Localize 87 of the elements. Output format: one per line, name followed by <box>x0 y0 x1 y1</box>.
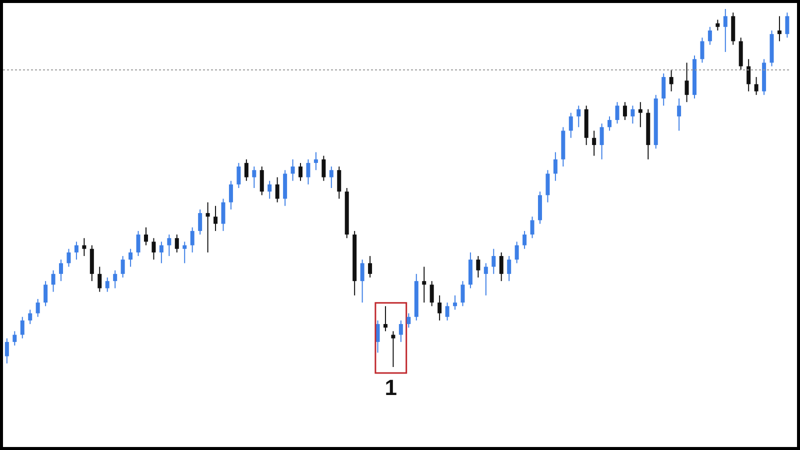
candlestick <box>268 180 272 200</box>
candlestick <box>684 62 689 103</box>
candlestick <box>190 226 194 253</box>
candlestick <box>36 298 40 318</box>
candlestick <box>144 226 148 246</box>
candlestick <box>492 248 496 274</box>
candlestick <box>275 176 280 203</box>
candlestick <box>51 270 56 292</box>
candlestick <box>206 202 210 253</box>
candlestick <box>105 277 110 292</box>
candlestick <box>167 234 172 257</box>
candlestick <box>507 256 512 282</box>
candlestick <box>430 280 434 307</box>
candlestick <box>522 230 527 250</box>
candlestick <box>12 330 17 346</box>
candlestick <box>182 241 187 264</box>
candlestick <box>20 316 24 339</box>
candlestick <box>4 338 9 364</box>
candlestick <box>615 102 620 124</box>
candlestick <box>290 158 295 182</box>
candlestick <box>329 166 334 188</box>
candlestick <box>754 76 758 96</box>
candlestick <box>622 102 627 120</box>
candlestick <box>59 259 64 282</box>
candlestick <box>376 320 380 354</box>
candlestick <box>638 102 642 128</box>
candlestick <box>460 280 465 307</box>
candlestick <box>499 252 504 282</box>
candlestick <box>592 130 596 156</box>
candlestick <box>214 205 218 232</box>
candlestick <box>708 26 712 46</box>
candlestick <box>662 72 666 106</box>
candlestick <box>422 266 426 304</box>
candlestick <box>260 166 264 196</box>
candlestick <box>152 238 156 260</box>
candlestick <box>159 241 164 264</box>
candlestick <box>514 241 519 264</box>
candlestick <box>244 158 248 182</box>
candlestick <box>66 248 71 268</box>
candlestick <box>438 294 442 321</box>
candlestick <box>600 123 604 160</box>
candlestick <box>74 241 78 260</box>
candlestick <box>608 116 612 132</box>
candlestick <box>360 259 364 304</box>
candlestick <box>228 180 233 210</box>
candlestick <box>120 256 125 278</box>
candlestick <box>406 312 411 328</box>
candlestick <box>546 170 550 203</box>
candlestick <box>298 162 302 182</box>
candlestick <box>368 256 372 278</box>
candlestick <box>113 270 118 289</box>
candlestick <box>716 19 720 31</box>
candlestick <box>98 266 102 292</box>
candlestick <box>445 302 450 321</box>
candlestick <box>236 162 241 188</box>
candlestick <box>322 155 326 182</box>
candlestick <box>337 166 342 200</box>
text: 1 <box>384 375 398 400</box>
candlestick <box>174 234 179 253</box>
candlestick <box>746 58 751 92</box>
candlestick <box>82 238 86 257</box>
candlestick <box>198 208 202 236</box>
candlestick <box>669 69 674 92</box>
candlestick <box>476 256 480 278</box>
candlestick <box>128 248 133 268</box>
candlestick <box>44 280 48 307</box>
candlestick <box>677 98 682 132</box>
candlestick <box>630 105 635 124</box>
candlestick <box>553 152 558 182</box>
candlestick <box>383 306 388 332</box>
candlestick <box>484 262 488 296</box>
candlestick <box>723 8 728 52</box>
candlestick <box>314 152 318 171</box>
candlestick <box>136 230 140 257</box>
candlestick <box>391 330 396 368</box>
candlestick <box>777 16 782 42</box>
candlestick <box>221 198 226 232</box>
candlestick <box>785 12 790 38</box>
candlestick <box>398 320 403 342</box>
candlestick <box>252 166 256 188</box>
candlestick <box>700 37 704 64</box>
candlestick <box>576 105 581 128</box>
candlestick <box>453 294 458 310</box>
candlestick <box>530 216 534 239</box>
candlestick <box>28 309 32 325</box>
candlestick <box>568 112 573 138</box>
candlestick <box>306 158 310 185</box>
